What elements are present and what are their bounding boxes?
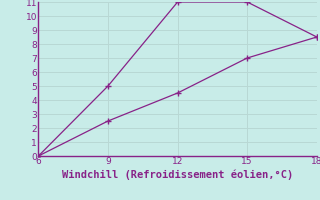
- X-axis label: Windchill (Refroidissement éolien,°C): Windchill (Refroidissement éolien,°C): [62, 169, 293, 180]
